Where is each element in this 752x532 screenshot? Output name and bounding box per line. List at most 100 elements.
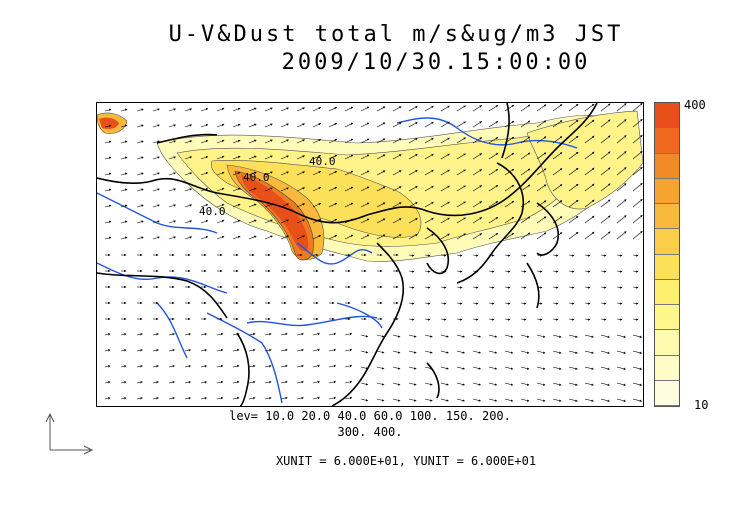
wind-arrow [184,140,193,144]
wind-arrow [360,382,369,386]
wind-arrow [296,123,306,128]
wind-arrow [456,153,467,160]
wind-arrow [472,286,479,289]
wind-arrow [280,235,289,240]
wind-arrow [152,220,160,224]
wind-arrow [200,172,209,176]
wind-arrow [568,254,575,257]
wind-arrow [552,136,563,144]
wind-arrow [200,188,209,192]
wind-arrow [152,204,160,208]
wind-arrow [104,108,112,112]
wind-arrow [216,155,225,160]
wind-arrow [472,121,483,128]
wind-arrow [312,380,321,384]
wind-arrow [488,217,499,224]
wind-arrow [584,215,595,224]
wind-arrow [568,318,575,321]
wind-arrow [600,254,607,257]
wind-arrow [504,286,511,289]
wind-arrow [344,348,353,352]
wind-arrow [584,382,594,386]
wind-arrow [216,396,224,400]
wind-arrow [376,350,385,354]
wind-arrow [120,381,127,384]
wind-arrow [360,350,369,354]
wind-arrow [264,364,272,368]
wind-arrow [520,302,527,305]
wind-arrow [280,364,288,368]
wind-arrow [568,398,578,402]
wind-arrow [296,235,306,240]
wind-arrow [424,153,434,160]
wind-arrow [328,186,338,192]
wind-arrow [328,218,338,224]
wind-arrow [472,105,483,112]
wind-arrow [136,220,144,224]
wind-arrow [152,381,159,384]
wind-arrow [152,333,159,336]
wind-arrow [600,135,611,144]
wind-arrow [408,186,418,192]
wind-arrow [456,233,467,240]
wind-arrow [440,382,449,386]
colorbar-segment [655,229,679,255]
wind-arrow [152,236,160,240]
wind-arrow [184,124,193,128]
wind-arrow [488,286,495,289]
wind-arrow [616,334,627,338]
wind-arrow [584,286,591,289]
wind-arrow [232,139,241,144]
wind-arrow [248,396,256,400]
contour-labels: 40.0 40.0 40.0 [199,155,336,218]
wind-arrow [168,220,177,224]
wind-arrow [216,380,224,384]
wind-arrow [440,137,450,144]
wind-arrow [504,270,511,273]
wind-arrow [568,183,579,192]
wind-arrow [216,187,225,192]
wind-arrow [136,349,143,352]
wind-arrow [280,155,289,160]
wind-arrow [504,136,515,144]
wind-arrow [392,202,402,208]
wind-arrow [104,349,111,352]
wind-arrow [504,334,514,338]
wind-arrow [440,121,450,128]
wind-arrow [376,186,386,192]
wind-arrow [264,107,273,112]
wind-arrow [552,334,562,338]
wind-arrow [536,366,546,370]
wind-arrow [472,153,483,160]
wind-arrow [488,350,498,354]
wind-arrow [408,398,417,402]
wind-arrow [152,188,160,192]
wind-arrow [104,236,112,240]
wind-arrow [584,398,594,402]
wind-arrow [296,219,306,224]
wind-arrow [600,334,610,338]
wind-arrow [168,156,177,160]
map-canvas: 40.0 40.0 40.0 [97,103,643,406]
wind-arrow [584,270,591,273]
wind-arrow [600,366,610,370]
wind-arrow [216,123,225,128]
wind-arrow [280,187,289,192]
wind-arrow [536,254,543,257]
wind-arrow [568,215,579,224]
wind-arrow [456,366,465,370]
wind-arrow [600,318,607,321]
wind-arrow [600,199,611,208]
wind-arrow [520,168,531,176]
wind-arrow [200,220,209,224]
wind-arrow [104,204,112,208]
wind-arrow [584,366,594,370]
wind-arrow [440,153,450,160]
wind-arrow [440,318,447,321]
wind-arrow [568,366,578,370]
wind-arrow [376,366,385,370]
wind-arrow [520,136,531,144]
wind-arrow [104,172,112,176]
wind-arrow [344,234,354,240]
wind-arrow [440,185,450,192]
